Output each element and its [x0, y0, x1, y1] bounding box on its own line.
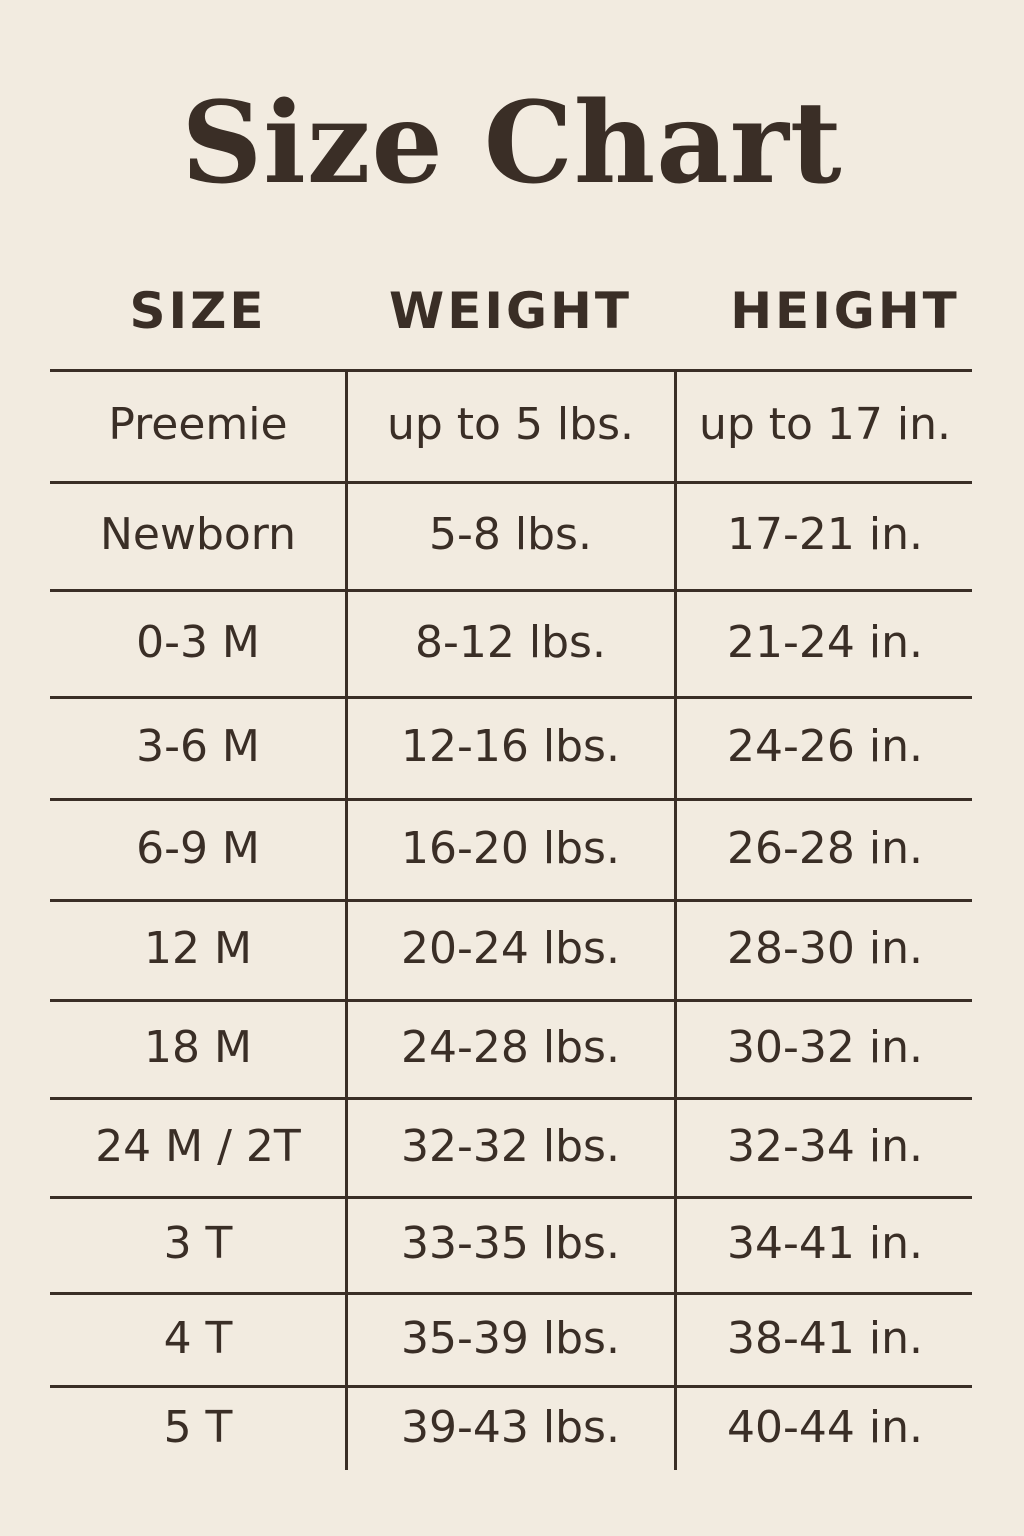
height-cell: 24-26 in.: [727, 721, 923, 772]
height-cell: 40-44 in.: [727, 1401, 923, 1453]
weight-cell: 5-8 lbs.: [429, 509, 592, 560]
weight-cell: 8-12 lbs.: [415, 616, 606, 668]
size-cell: Newborn: [99, 509, 297, 560]
weight-cell: 12-16 lbs.: [401, 721, 620, 772]
row-divider: [50, 589, 972, 592]
row-divider: [50, 369, 972, 372]
header-size: SIZE: [129, 282, 267, 340]
height-cell: 30-32 in.: [727, 1022, 923, 1073]
size-cell: 4 T: [163, 1312, 233, 1364]
row-divider: [50, 899, 972, 902]
height-cell: 38-41 in.: [727, 1312, 923, 1364]
height-cell: 17-21 in.: [727, 509, 923, 560]
size-cell: 5 T: [163, 1401, 233, 1453]
size-cell: 18 M: [144, 1022, 252, 1073]
height-cell: up to 17 in.: [698, 399, 952, 450]
height-cell: 26-28 in.: [727, 822, 923, 874]
header-weight: WEIGHT: [389, 282, 632, 340]
row-divider: [50, 999, 972, 1002]
weight-cell: 32-32 lbs.: [401, 1120, 620, 1172]
size-cell: 0-3 M: [136, 616, 260, 668]
size-cell: 3-6 M: [136, 721, 260, 772]
size-cell: 3 T: [163, 1218, 233, 1269]
weight-cell: up to 5 lbs.: [386, 399, 634, 450]
size-cell: 6-9 M: [136, 822, 260, 874]
row-divider: [50, 798, 972, 801]
weight-cell: 16-20 lbs.: [401, 822, 620, 874]
page-title: Size Chart: [181, 78, 843, 209]
weight-cell: 20-24 lbs.: [401, 923, 620, 974]
row-divider: [50, 1196, 972, 1199]
row-divider: [50, 1292, 972, 1295]
weight-cell: 39-43 lbs.: [401, 1401, 620, 1453]
weight-cell: 24-28 lbs.: [401, 1022, 620, 1073]
size-cell: 24 M / 2T: [95, 1120, 301, 1172]
row-divider: [50, 1385, 972, 1388]
height-cell: 21-24 in.: [727, 616, 923, 668]
weight-cell: 33-35 lbs.: [401, 1218, 620, 1269]
row-divider: [50, 481, 972, 484]
row-divider: [50, 696, 972, 699]
height-cell: 34-41 in.: [727, 1218, 923, 1269]
weight-cell: 35-39 lbs.: [401, 1312, 620, 1364]
size-cell: 12 M: [144, 923, 252, 974]
header-height: HEIGHT: [730, 282, 960, 340]
size-cell: Preemie: [108, 399, 288, 450]
height-cell: 32-34 in.: [727, 1120, 923, 1172]
row-divider: [50, 1097, 972, 1100]
column-divider: [345, 369, 348, 1470]
column-divider: [674, 369, 677, 1470]
height-cell: 28-30 in.: [727, 923, 923, 974]
